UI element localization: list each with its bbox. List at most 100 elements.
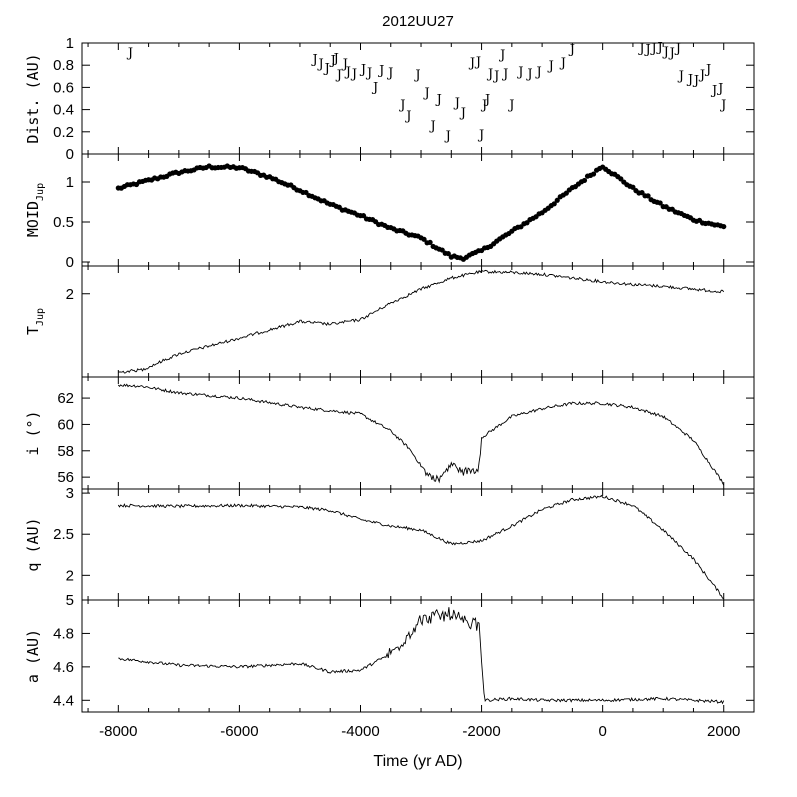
encounter-marker: J bbox=[474, 55, 481, 70]
encounter-marker: J bbox=[649, 41, 656, 56]
encounter-marker: J bbox=[547, 59, 554, 74]
chart-title: 2012UU27 bbox=[382, 13, 454, 30]
encounter-marker: J bbox=[459, 106, 466, 121]
encounter-marker: J bbox=[716, 81, 723, 96]
y-tick-label: 0.5 bbox=[53, 214, 74, 231]
encounter-marker: J bbox=[359, 63, 366, 78]
panel-moid: 0 0.5 1 MOIDJup bbox=[24, 154, 755, 271]
y-tick-label: 4.4 bbox=[53, 692, 74, 709]
y-tick-label: 0.2 bbox=[53, 124, 74, 141]
encounter-marker: J bbox=[365, 66, 372, 81]
encounter-marker: J bbox=[344, 65, 351, 80]
encounter-marker: J bbox=[674, 41, 681, 56]
encounter-marker: J bbox=[498, 48, 505, 63]
y-tick-label: 3 bbox=[66, 485, 74, 502]
y-axis-label-subscript: Jup bbox=[35, 308, 46, 326]
encounter-marker: J bbox=[422, 86, 429, 101]
encounter-marker: J bbox=[492, 69, 499, 84]
y-tick-label: 0.6 bbox=[53, 79, 74, 96]
moid-point bbox=[645, 193, 651, 199]
y-tick-label: 4.8 bbox=[53, 625, 74, 642]
y-axis-label: a (AU) bbox=[24, 629, 42, 683]
y-tick-label: 4.6 bbox=[53, 659, 74, 676]
encounter-marker: J bbox=[404, 109, 411, 124]
moid-point bbox=[590, 171, 597, 177]
y-tick-label: 0.4 bbox=[53, 102, 74, 119]
encounter-marker: J bbox=[335, 68, 342, 83]
y-axis-label: Dist. (AU) bbox=[24, 53, 42, 143]
encounter-marker: J bbox=[501, 67, 508, 82]
encounter-marker: J bbox=[429, 119, 436, 134]
encounter-marker: J bbox=[477, 128, 484, 143]
encounter-marker: J bbox=[525, 67, 532, 82]
moid-point bbox=[445, 250, 451, 257]
y-tick-label: 62 bbox=[57, 390, 74, 407]
encounter-marker: J bbox=[126, 46, 133, 61]
encounter-marker: J bbox=[310, 53, 317, 68]
moid-point bbox=[657, 200, 663, 206]
x-axis-label: Time (yr AD) bbox=[373, 753, 462, 770]
x-tick-label: -6000 bbox=[220, 723, 258, 740]
encounter-marker: J bbox=[329, 54, 336, 69]
y-axis-label: TJup bbox=[24, 308, 46, 335]
encounter-marker: J bbox=[371, 80, 378, 95]
panel-a: 4.4 4.6 4.8 5 a (AU) bbox=[24, 592, 755, 713]
encounter-marker: J bbox=[468, 56, 475, 71]
encounter-marker: J bbox=[341, 57, 348, 72]
encounter-marker: J bbox=[568, 43, 575, 58]
y-tick-label: 2 bbox=[66, 567, 74, 584]
encounter-marker: J bbox=[710, 84, 717, 99]
encounter-marker: J bbox=[662, 45, 669, 60]
encounter-marker: J bbox=[637, 41, 644, 56]
encounter-marker: J bbox=[332, 51, 339, 66]
encounter-marker: J bbox=[317, 57, 324, 72]
series-line-incl bbox=[117, 383, 725, 486]
encounter-marker: J bbox=[507, 98, 514, 113]
panel-incl: 56 58 60 62 i (°) bbox=[24, 377, 755, 490]
encounter-marker: J bbox=[686, 73, 693, 88]
moid-point bbox=[427, 239, 433, 245]
moid-point bbox=[360, 213, 367, 219]
encounter-marker: J bbox=[559, 56, 566, 71]
encounter-marker: J bbox=[534, 65, 541, 80]
encounter-marker: J bbox=[719, 98, 726, 113]
y-tick-label: 2.5 bbox=[53, 526, 74, 543]
y-tick-label: 0 bbox=[66, 254, 74, 271]
encounter-marker: J bbox=[677, 69, 684, 84]
series-line-tjup bbox=[118, 269, 725, 374]
y-tick-label: 56 bbox=[57, 469, 74, 486]
x-tick-label: 0 bbox=[598, 723, 606, 740]
moid-point bbox=[581, 177, 588, 184]
y-axis-label: q (AU) bbox=[24, 517, 42, 571]
encounter-marker: J bbox=[668, 46, 675, 61]
encounter-marker: J bbox=[386, 66, 393, 81]
series-line-q bbox=[117, 494, 724, 599]
encounter-marker: J bbox=[350, 67, 357, 82]
encounter-marker: J bbox=[435, 93, 442, 108]
y-tick-label: 0.8 bbox=[53, 57, 74, 74]
moid-point bbox=[721, 223, 727, 230]
y-tick-label: 1 bbox=[66, 174, 74, 191]
moid-point bbox=[554, 197, 560, 203]
y-tick-label: 58 bbox=[57, 443, 74, 460]
x-tick-label: 2000 bbox=[707, 723, 740, 740]
y-axis-label: MOIDJup bbox=[24, 183, 46, 237]
x-tick-label: -4000 bbox=[341, 723, 379, 740]
encounter-marker: J bbox=[483, 93, 490, 108]
encounter-marker: J bbox=[480, 98, 487, 113]
y-tick-label: 5 bbox=[66, 592, 74, 609]
y-tick-label: 2 bbox=[66, 286, 74, 303]
encounter-marker: J bbox=[692, 74, 699, 89]
encounter-marker: J bbox=[444, 129, 451, 144]
encounter-marker: J bbox=[398, 98, 405, 113]
y-axis-label: i (°) bbox=[24, 410, 42, 455]
moid-point bbox=[551, 201, 557, 207]
encounter-marker: J bbox=[656, 40, 663, 55]
series-line-a bbox=[118, 607, 725, 705]
encounter-marker: J bbox=[516, 65, 523, 80]
y-tick-label: 1 bbox=[66, 35, 74, 52]
moid-point bbox=[421, 236, 427, 242]
moid-point bbox=[630, 184, 636, 190]
